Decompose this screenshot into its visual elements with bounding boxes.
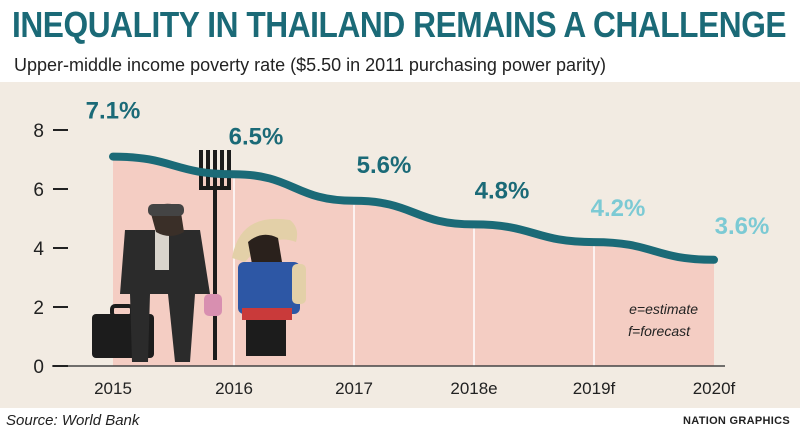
- x-tick-label-2018e: 2018e: [450, 379, 497, 398]
- y-tick-label-0: 0: [33, 357, 44, 378]
- x-tick-label-2016: 2016: [215, 379, 253, 398]
- farmer-hand-shape: [204, 294, 222, 316]
- chart-plot: 0 2 4 6 8 2015 2016 2017 2018e 2019f 2020f 7.1% 6.5…: [33, 98, 770, 398]
- x-tick-label-2017: 2017: [335, 379, 373, 398]
- y-tick-label-6: 6: [33, 180, 44, 201]
- farmer-face-shape: [248, 234, 282, 267]
- y-tick-label-2: 2: [33, 298, 44, 319]
- father-and-farmer-illustration: [92, 150, 306, 362]
- line-layer: [109, 152, 718, 264]
- data-label-2017: 5.6%: [357, 152, 412, 179]
- chart-subtitle: Upper-middle income poverty rate ($5.50 …: [14, 55, 606, 75]
- father-hair-shape: [148, 204, 184, 216]
- data-label-2019f: 4.2%: [591, 195, 646, 222]
- farmer-shorts-shape: [242, 308, 292, 320]
- series-line: [109, 152, 718, 264]
- chart-title: INEQUALITY IN THAILAND REMAINS A CHALLEN…: [12, 4, 787, 45]
- x-tick-label-2015: 2015: [94, 379, 132, 398]
- legend-forecast: f=forecast: [628, 323, 691, 339]
- x-tick-label-2020f: 2020f: [693, 379, 736, 398]
- legend: e=estimate f=forecast: [628, 301, 698, 339]
- x-tick-label-2019f: 2019f: [573, 379, 616, 398]
- label-layer: 7.1% 6.5% 5.6% 4.8% 4.2% 3.6%: [86, 98, 770, 240]
- father-shirt-shape: [155, 230, 169, 270]
- farmer-sleeve-shape: [292, 264, 306, 304]
- data-label-2015: 7.1%: [86, 98, 141, 125]
- father-body-shape: [120, 230, 210, 362]
- legend-estimate: e=estimate: [629, 301, 698, 317]
- source-note: Source: World Bank: [6, 412, 140, 429]
- data-label-2020f: 3.6%: [715, 213, 770, 240]
- y-axis: 0 2 4 6 8 2015 2016 2017 2018e 2019f 2020f: [33, 121, 735, 398]
- data-label-2018e: 4.8%: [475, 177, 530, 204]
- farmer-legs-shape: [246, 320, 286, 356]
- data-label-2016: 6.5%: [229, 123, 284, 150]
- farmer-shirt-shape: [238, 262, 300, 314]
- y-tick-label-4: 4: [33, 239, 44, 260]
- credit-note: NATION GRAPHICS: [683, 415, 790, 427]
- y-tick-label-8: 8: [33, 121, 44, 142]
